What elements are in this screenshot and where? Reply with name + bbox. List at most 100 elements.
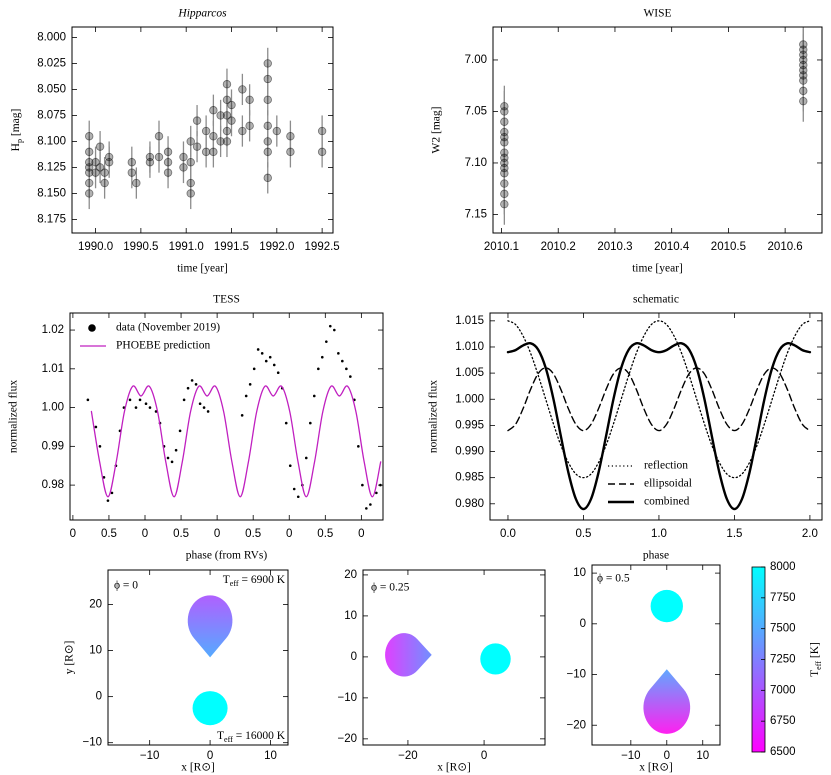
x-tick-label: 1990.5 <box>123 241 158 253</box>
y-tick-label: 7.00 <box>465 54 487 66</box>
data-point <box>94 425 98 429</box>
data-point <box>799 55 808 65</box>
data-point <box>166 456 170 460</box>
plot-frame <box>489 312 823 521</box>
star <box>643 669 691 734</box>
legend-label: combined <box>644 496 690 508</box>
x-tick-label: 0 <box>214 528 220 540</box>
data-point <box>190 379 194 382</box>
data-point <box>206 410 210 413</box>
data-line <box>507 367 811 432</box>
y-tick-label: 8.000 <box>37 31 66 43</box>
y-tick-label: −10 <box>337 692 357 704</box>
data-point <box>186 189 195 198</box>
data-point <box>325 340 328 343</box>
data-point <box>227 100 236 110</box>
y-axis-label: Hp [mag] <box>10 109 25 152</box>
x-tick-label: 0.5 <box>101 528 117 540</box>
plot-frame <box>591 564 721 746</box>
data-point <box>179 163 188 172</box>
x-tick-label: 2.0 <box>802 528 818 540</box>
plot-area <box>187 595 233 726</box>
y-tick-label: 10 <box>89 645 102 657</box>
colorbar-tick-label: 7000 <box>770 684 796 696</box>
annotation-part: = 6900 K <box>239 574 286 586</box>
x-axis-label: x [R⊙] <box>437 762 471 774</box>
plot-area <box>85 47 327 210</box>
data-point <box>192 116 202 125</box>
data-point <box>248 383 252 386</box>
data-line <box>507 320 811 479</box>
data-point <box>85 132 94 141</box>
data-point <box>263 59 272 68</box>
data-point <box>216 137 225 146</box>
x-tick-label: 10 <box>264 750 277 762</box>
y-tick-label: −10 <box>82 737 102 749</box>
y-tick-label: −20 <box>337 733 357 745</box>
y-tick-label: 0 <box>580 618 586 630</box>
data-point <box>500 148 509 157</box>
data-point <box>154 152 164 162</box>
data-point <box>194 383 198 386</box>
data-point <box>365 507 368 510</box>
annotation: ϕ = 0 <box>114 580 138 592</box>
data-point <box>144 402 148 406</box>
data-point <box>799 76 808 85</box>
star <box>187 595 233 658</box>
y-tick-label: 8.050 <box>37 83 66 95</box>
x-tick-label: 2010.2 <box>541 241 576 253</box>
data-point <box>317 147 327 157</box>
plot-area <box>86 324 382 510</box>
plot-frame <box>69 312 384 521</box>
data-point <box>500 117 509 126</box>
y-tick-label: 0.99 <box>42 440 64 452</box>
data-point <box>170 460 174 464</box>
data-point <box>304 456 308 460</box>
x-tick-label: 1991.0 <box>169 241 204 253</box>
data-point <box>264 359 268 363</box>
y-tick-label: 1.015 <box>455 315 484 327</box>
colorbar-tick-label: 6500 <box>770 746 796 758</box>
data-point <box>85 178 94 188</box>
colorbar-tick-label: 6750 <box>770 715 796 727</box>
x-tick-label: 0 <box>70 528 76 540</box>
data-point <box>263 173 272 183</box>
data-point <box>145 158 155 167</box>
plot-frame <box>71 26 334 234</box>
data-point <box>263 95 272 105</box>
colorbar-label-part: T <box>809 670 821 677</box>
data-point <box>500 127 509 137</box>
x-tick-label: 2010.5 <box>711 241 746 253</box>
data-point <box>222 126 232 136</box>
panel-title: Hipparcos <box>177 8 227 20</box>
data-point <box>337 352 340 355</box>
data-point <box>127 158 137 167</box>
x-tick-label: 0 <box>358 528 364 540</box>
data-point <box>263 74 272 84</box>
colorbar-tick-label: 7250 <box>770 654 796 666</box>
data-point <box>238 85 247 94</box>
y-axis-label: normalized flux <box>428 380 440 453</box>
x-axis-label: time [year] <box>632 263 683 275</box>
data-point <box>106 499 110 502</box>
y-tick-label: 7.15 <box>465 208 487 220</box>
data-point <box>317 367 320 371</box>
data-point <box>500 102 509 111</box>
data-point <box>328 324 332 328</box>
data-point <box>286 132 295 141</box>
data-point <box>104 152 114 162</box>
y-axis-label-part: p <box>15 139 24 143</box>
data-point <box>163 147 173 157</box>
data-point <box>799 96 808 106</box>
plot-frame <box>492 26 823 234</box>
data-point <box>799 50 808 60</box>
y-tick-label: 1.02 <box>42 324 64 336</box>
x-tick-label: 0.5 <box>245 528 261 540</box>
y-tick-label: 8.100 <box>37 135 66 147</box>
y-tick-label: 1.00 <box>42 402 64 414</box>
data-point <box>222 137 232 146</box>
data-point <box>245 121 254 131</box>
data-point <box>216 111 225 120</box>
x-axis-label: x [R⊙] <box>639 762 673 774</box>
